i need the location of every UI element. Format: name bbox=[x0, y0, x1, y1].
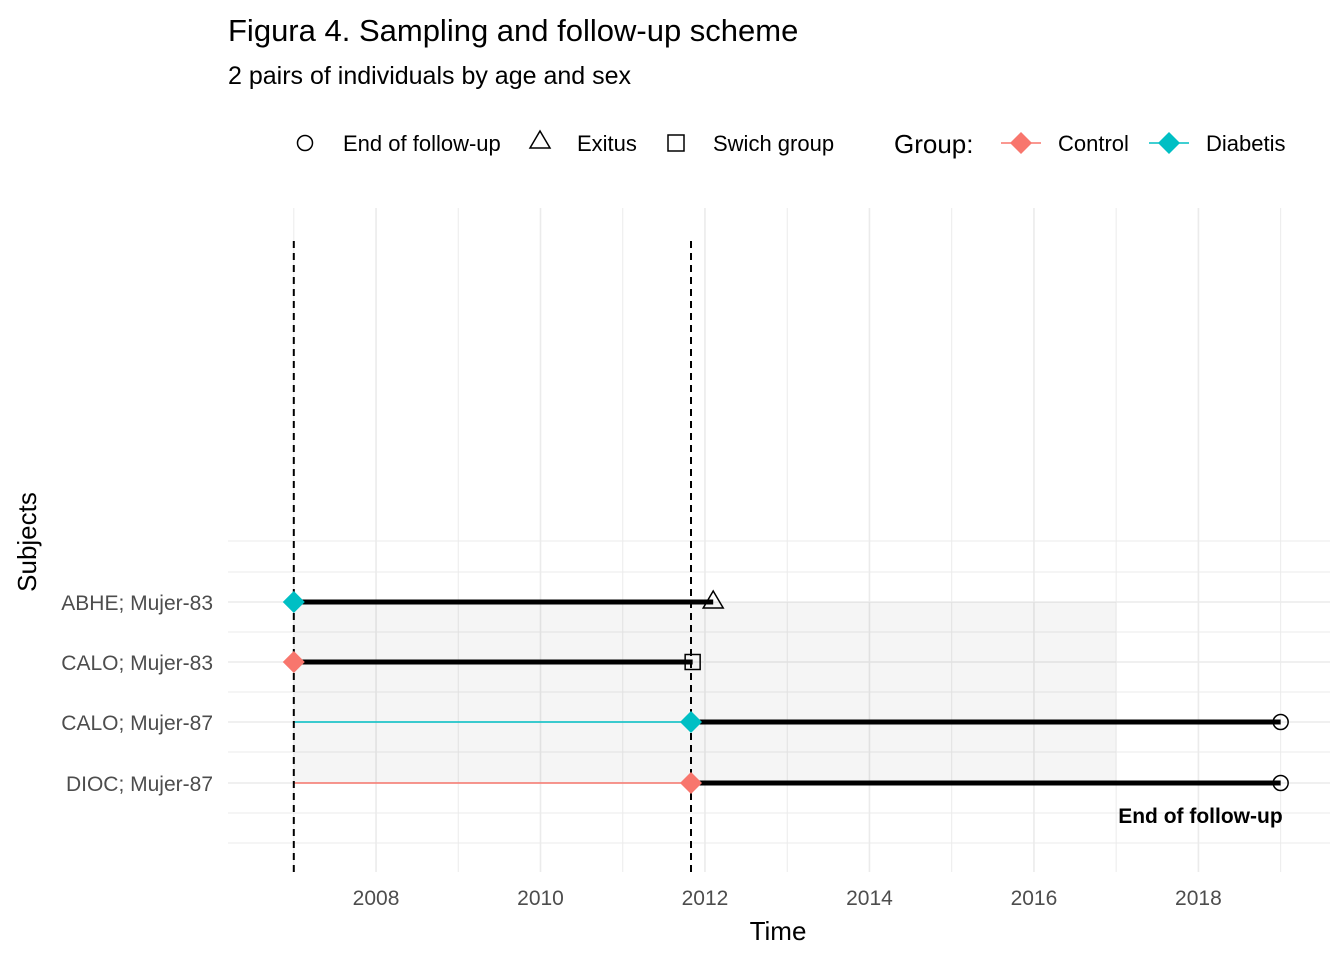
y-axis-title: Subjects bbox=[12, 492, 42, 592]
legend-circle-icon bbox=[296, 134, 314, 152]
x-tick-label: 2008 bbox=[353, 887, 400, 910]
legend-square-icon bbox=[667, 134, 685, 152]
x-tick-label: 2014 bbox=[846, 887, 893, 910]
annotation-end-of-follow-up: End of follow-up bbox=[1118, 805, 1282, 828]
x-tick-label: 2016 bbox=[1011, 887, 1058, 910]
swich-group-marker bbox=[684, 653, 701, 671]
y-tick-label: CALO; Mujer-87 bbox=[61, 712, 213, 735]
y-tick-label: ABHE; Mujer-83 bbox=[61, 592, 213, 615]
start-diamond-marker bbox=[680, 711, 703, 733]
y-tick-label: DIOC; Mujer-87 bbox=[66, 773, 213, 796]
legend: End of follow-up Exitus Swich group Grou… bbox=[296, 129, 1285, 159]
legend-diabetis-diamond-icon bbox=[1158, 132, 1180, 154]
plot-area: ABHE; Mujer-83 CALO; Mujer-83 CALO; Mujer-… bbox=[61, 208, 1330, 910]
x-tick-label: 2012 bbox=[682, 887, 729, 910]
x-axis-title: Time bbox=[750, 916, 807, 946]
legend-label-exitus: Exitus bbox=[577, 131, 637, 156]
chart-subtitle: 2 pairs of individuals by age and sex bbox=[228, 62, 632, 90]
shaded-band bbox=[293, 602, 1117, 783]
legend-label-end-of-follow-up: End of follow-up bbox=[343, 131, 501, 156]
x-tick-label: 2018 bbox=[1175, 887, 1222, 910]
legend-control-diamond-icon bbox=[1010, 132, 1032, 154]
end-of-follow-up-marker bbox=[1272, 713, 1289, 731]
legend-triangle-icon bbox=[528, 129, 552, 149]
start-diamond-marker bbox=[680, 772, 703, 794]
legend-group-title: Group: bbox=[894, 129, 974, 159]
y-tick-label: CALO; Mujer-83 bbox=[61, 652, 213, 675]
start-diamond-marker bbox=[282, 651, 305, 673]
chart-title: Figura 4. Sampling and follow-up scheme bbox=[228, 13, 798, 48]
legend-label-diabetis: Diabetis bbox=[1206, 131, 1285, 156]
start-diamond-marker bbox=[282, 591, 305, 613]
end-of-follow-up-marker bbox=[1272, 774, 1289, 792]
x-tick-label: 2010 bbox=[517, 887, 564, 910]
exitus-marker bbox=[701, 589, 725, 609]
legend-label-swich-group: Swich group bbox=[713, 131, 834, 156]
legend-label-control: Control bbox=[1058, 131, 1129, 156]
